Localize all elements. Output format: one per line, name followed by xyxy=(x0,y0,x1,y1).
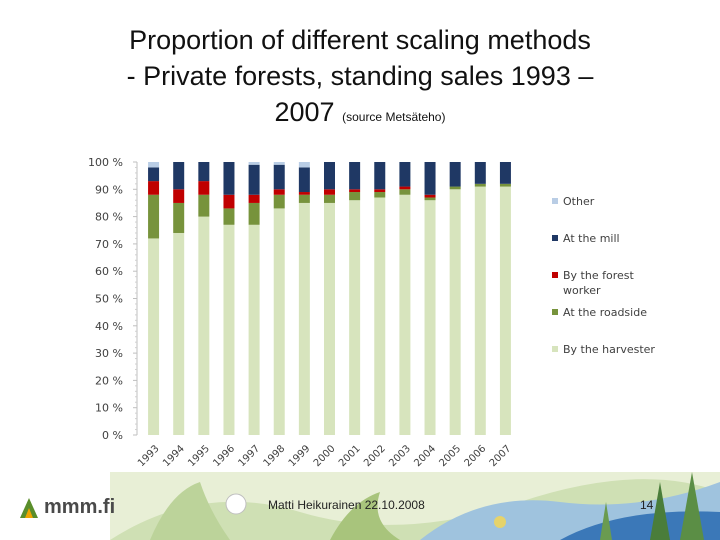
y-tick-label: 30 % xyxy=(95,347,123,360)
bar-segment xyxy=(374,189,386,193)
stacked-bar-chart: 0 % 10 % 20 % 30 % 40 % 50 % 60 % 70 % 80 % 90 % 1… xyxy=(88,156,655,468)
bar-segment xyxy=(449,186,461,190)
logo-text: mmm.fi xyxy=(44,496,116,518)
bar-segment xyxy=(148,181,160,195)
bar-segment xyxy=(198,181,210,195)
legend-swatch xyxy=(552,198,558,204)
bar-segment xyxy=(298,192,310,195)
bar-segment xyxy=(248,164,260,195)
bar-segment xyxy=(324,189,335,195)
y-tick-label: 0 % xyxy=(102,429,123,442)
bar-segment xyxy=(474,162,486,184)
bar-segment xyxy=(499,186,511,435)
title-line-2: - Private forests, standing sales 1993 – xyxy=(126,61,594,91)
bar-segment xyxy=(148,238,160,435)
bar-segment xyxy=(248,162,260,165)
bar-segment xyxy=(298,167,310,193)
legend-swatch xyxy=(552,346,558,352)
bar-segment xyxy=(198,194,210,217)
bar-segment xyxy=(374,192,386,198)
y-tick-label: 60 % xyxy=(95,265,123,278)
bar-segment xyxy=(399,162,411,187)
legend: Other At the mill By the forest worker At th… xyxy=(552,195,655,356)
bar-segment xyxy=(173,189,185,203)
bar-segment xyxy=(449,189,461,435)
bar-segment xyxy=(148,194,160,239)
y-tick-label: 10 % xyxy=(95,402,123,415)
bar-segment xyxy=(374,197,386,435)
bar-segment xyxy=(424,162,436,195)
bar-segment xyxy=(424,200,436,435)
bar-segment xyxy=(223,224,235,435)
footer-nature-illustration xyxy=(0,462,720,540)
bar-segment xyxy=(198,162,210,182)
legend-label: At the mill xyxy=(563,232,620,245)
bar-segment xyxy=(324,162,335,190)
y-tick-label: 50 % xyxy=(95,293,123,306)
bar-segment xyxy=(148,162,160,168)
bar-segment xyxy=(223,208,235,225)
bar-segment xyxy=(223,162,235,195)
bar-segment xyxy=(173,162,185,190)
title-source: (source Metsäteho) xyxy=(342,110,446,124)
bar-segment xyxy=(424,194,436,198)
presenter-date: Matti Heikurainen 22.10.2008 xyxy=(268,498,425,512)
legend-swatch xyxy=(552,272,558,278)
bar-segment xyxy=(499,183,511,187)
bar-segment xyxy=(198,216,210,435)
bar-segment xyxy=(248,194,260,203)
bar-segment xyxy=(173,202,185,233)
y-tick-label: 90 % xyxy=(95,183,123,196)
bar-segment xyxy=(273,208,285,435)
bar-segment xyxy=(324,194,335,203)
bar-segment xyxy=(399,189,411,195)
bar-segment xyxy=(248,224,260,435)
y-tick-label: 70 % xyxy=(95,238,123,251)
legend-swatch xyxy=(552,235,558,241)
bar-segment xyxy=(474,186,486,435)
bar-segment xyxy=(173,232,185,435)
bar-segment xyxy=(148,167,160,182)
legend-label: By the harvester xyxy=(563,343,655,356)
bar-segment xyxy=(273,194,285,209)
bar-segment xyxy=(298,194,310,203)
title-year: 2007 xyxy=(274,97,335,127)
bar-segment xyxy=(349,189,361,193)
y-tick-label: 20 % xyxy=(95,374,123,387)
y-axis: 0 % 10 % 20 % 30 % 40 % 50 % 60 % 70 % 80 % 90 % 1… xyxy=(88,156,138,442)
bar-segment xyxy=(273,164,285,190)
page-number: 14 xyxy=(640,498,654,512)
title-line-1: Proportion of different scaling methods xyxy=(129,25,591,55)
bar-segment xyxy=(449,162,461,187)
title-line-3: 2007 (source Metsäteho) xyxy=(0,94,720,135)
bars xyxy=(148,162,511,435)
logo-icon xyxy=(20,498,38,518)
legend-label: By the forest worker xyxy=(563,269,634,297)
y-tick-label: 100 % xyxy=(88,156,123,169)
slide-title: Proportion of different scaling methods … xyxy=(0,22,720,135)
bar-segment xyxy=(349,200,361,435)
bar-segment xyxy=(223,194,235,209)
bar-segment xyxy=(374,162,386,190)
bar-segment xyxy=(399,186,411,190)
bar-segment xyxy=(424,197,436,201)
bar-segment xyxy=(399,194,411,435)
legend-label: At the roadside xyxy=(563,306,647,319)
legend-label: Other xyxy=(563,195,595,208)
bar-segment xyxy=(298,202,310,435)
y-tick-label: 80 % xyxy=(95,211,123,224)
bar-segment xyxy=(324,202,335,435)
bar-segment xyxy=(273,162,285,165)
bar-segment xyxy=(349,162,361,190)
y-tick-label: 40 % xyxy=(95,320,123,333)
bar-segment xyxy=(248,202,260,225)
legend-swatch xyxy=(552,309,558,315)
bar-segment xyxy=(349,192,361,201)
bar-segment xyxy=(298,162,310,168)
bar-segment xyxy=(273,189,285,195)
bar-segment xyxy=(474,183,486,187)
bar-segment xyxy=(499,162,511,184)
